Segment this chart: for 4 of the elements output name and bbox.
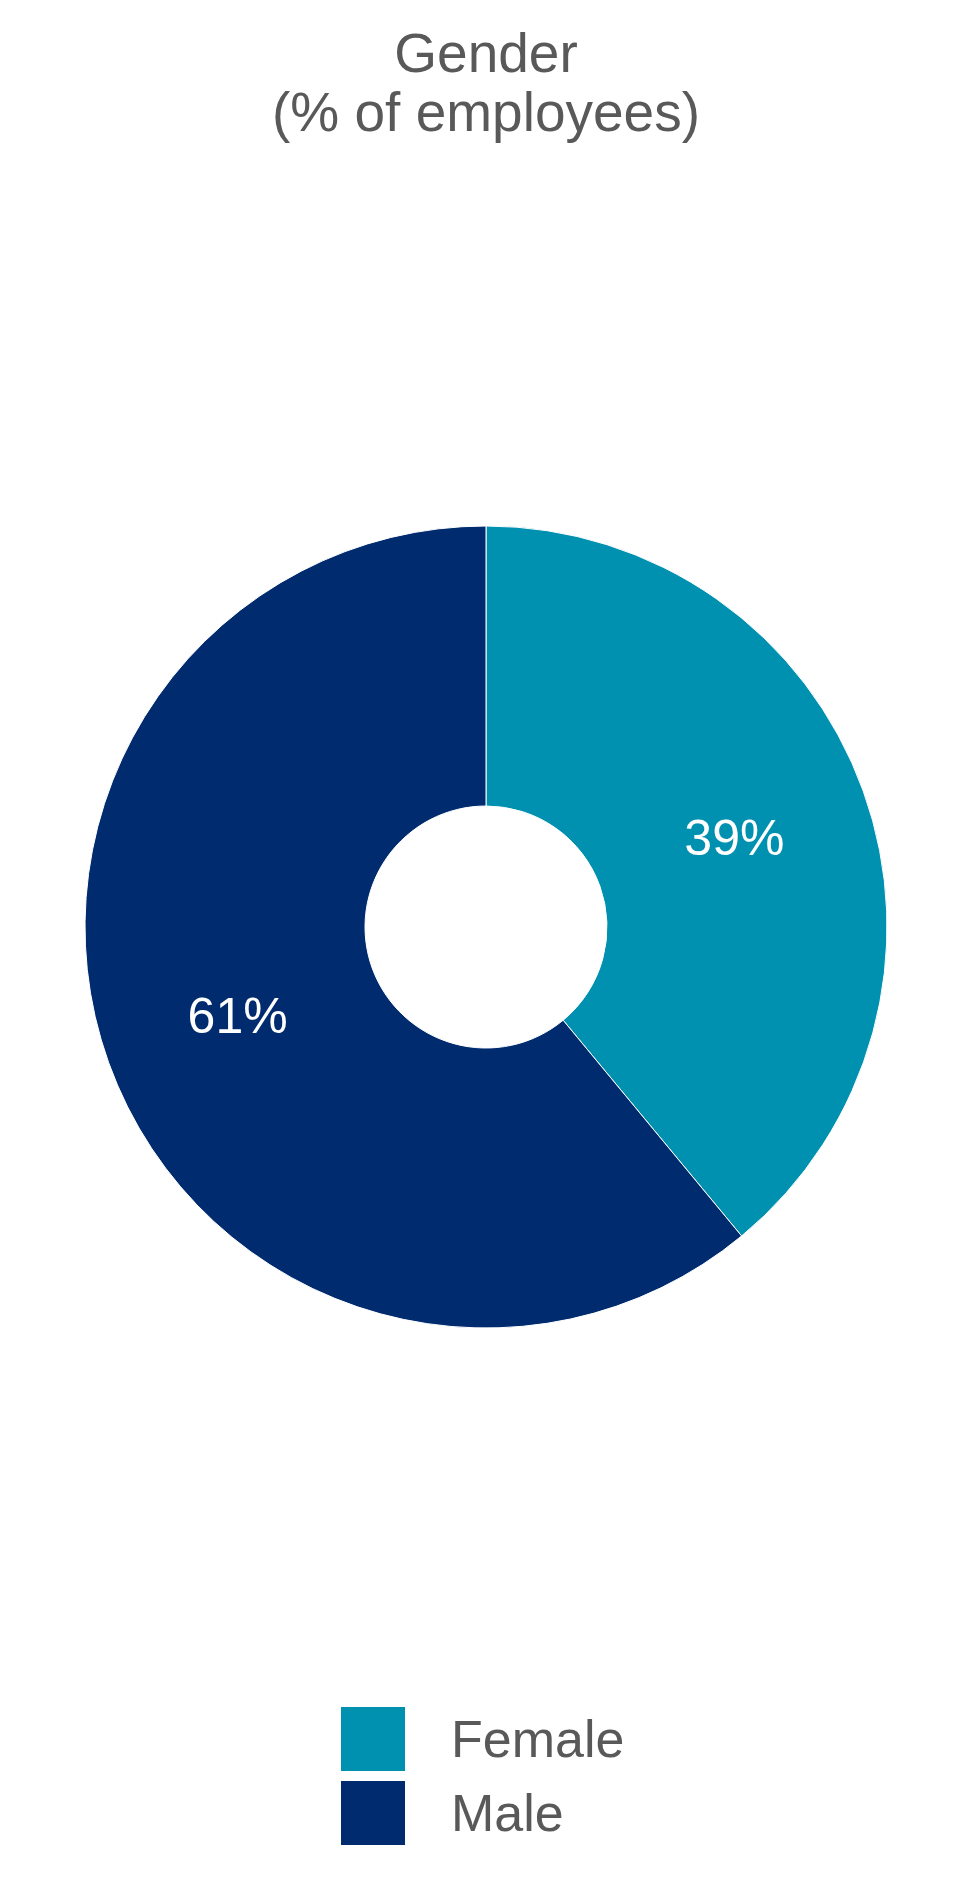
legend-label: Male	[451, 1784, 564, 1842]
legend-label: Female	[451, 1710, 625, 1768]
data-label: 61%	[187, 988, 288, 1045]
data-label: 39%	[684, 809, 785, 866]
